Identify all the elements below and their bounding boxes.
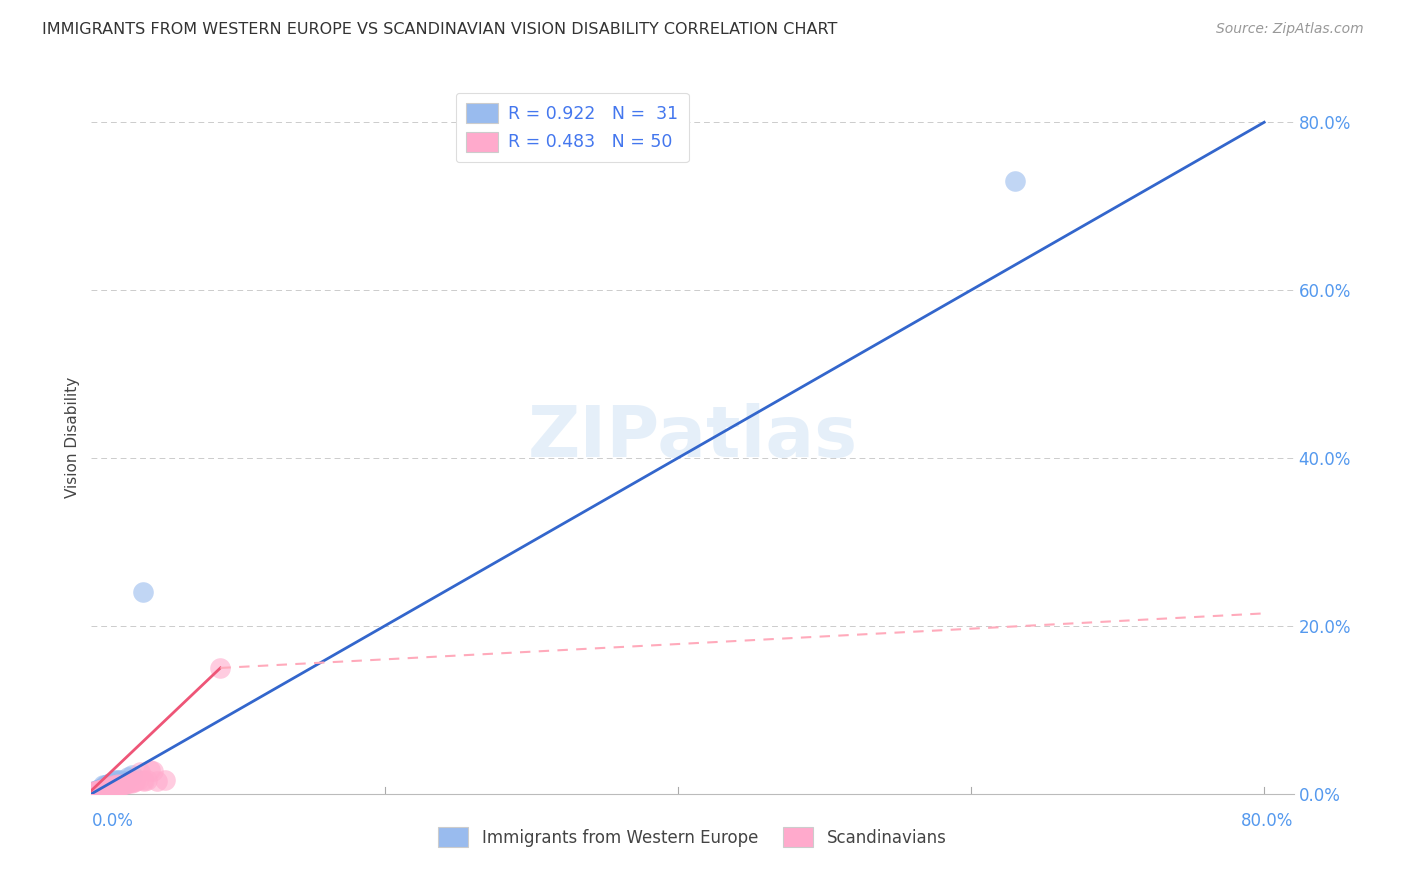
Point (101, 776, 124, 790)
Point (96, 780, 118, 795)
Point (120, 776, 142, 790)
Point (86, 783, 108, 797)
Point (101, 780, 124, 794)
Point (90, 781, 112, 796)
Point (112, 775, 135, 789)
Point (94, 781, 117, 796)
Point (110, 773, 132, 788)
Point (94, 780, 117, 795)
Point (114, 777, 136, 791)
Point (121, 768, 143, 782)
Point (115, 776, 138, 790)
Point (93, 779, 115, 793)
Point (112, 777, 135, 791)
Point (94, 779, 117, 793)
Point (103, 780, 125, 794)
Point (84, 784, 107, 798)
Text: ZIPatlas: ZIPatlas (527, 402, 858, 472)
Point (104, 774, 127, 789)
Point (134, 774, 156, 789)
Text: 0.0%: 0.0% (91, 812, 134, 830)
Point (84, 783, 107, 797)
Point (83, 784, 105, 798)
Point (89, 782, 111, 797)
Point (103, 779, 125, 793)
Point (93, 781, 115, 796)
Point (146, 774, 169, 789)
Point (100, 780, 122, 794)
Point (105, 773, 128, 788)
Point (127, 773, 149, 788)
Point (82, 785, 104, 799)
Point (209, 661, 232, 675)
Point (91, 779, 114, 793)
Point (117, 770, 139, 784)
Point (107, 773, 129, 788)
Point (91, 781, 114, 796)
Point (118, 775, 141, 789)
Point (91, 782, 114, 797)
Point (98, 780, 121, 794)
Point (136, 773, 159, 788)
Legend: Immigrants from Western Europe, Scandinavians: Immigrants from Western Europe, Scandina… (432, 821, 953, 854)
Point (153, 773, 176, 788)
Point (101, 780, 124, 794)
Point (114, 774, 136, 789)
Point (89, 781, 111, 796)
Point (139, 764, 162, 778)
Point (121, 774, 143, 789)
Point (142, 764, 165, 779)
Point (100, 776, 122, 790)
Point (89, 783, 111, 797)
Point (131, 585, 153, 599)
Point (90, 780, 112, 795)
Point (104, 780, 127, 794)
Point (87, 783, 110, 797)
Point (108, 779, 131, 793)
Point (87, 781, 110, 796)
Point (111, 779, 134, 793)
Point (90, 782, 112, 797)
Point (117, 776, 139, 790)
Y-axis label: Vision Disability: Vision Disability (65, 376, 80, 498)
Point (86, 783, 108, 797)
Point (91, 780, 114, 795)
Point (131, 773, 153, 788)
Point (98, 777, 121, 791)
Point (98, 780, 121, 795)
Point (128, 765, 150, 780)
Point (124, 774, 146, 789)
Point (105, 779, 128, 793)
Text: 80.0%: 80.0% (1241, 812, 1294, 830)
Point (83, 784, 105, 798)
Point (83, 785, 105, 799)
Point (1004, 174, 1026, 188)
Point (86, 782, 108, 797)
Point (90, 781, 112, 796)
Point (96, 777, 118, 791)
Point (87, 782, 110, 797)
Point (107, 777, 129, 791)
Point (122, 775, 145, 789)
Point (89, 782, 111, 797)
Point (87, 782, 110, 797)
Point (84, 784, 107, 798)
Point (107, 779, 129, 793)
Point (82, 785, 104, 799)
Text: IMMIGRANTS FROM WESTERN EUROPE VS SCANDINAVIAN VISION DISABILITY CORRELATION CHA: IMMIGRANTS FROM WESTERN EUROPE VS SCANDI… (42, 22, 838, 37)
Text: Source: ZipAtlas.com: Source: ZipAtlas.com (1216, 22, 1364, 37)
Point (110, 778, 132, 792)
Point (86, 784, 108, 798)
